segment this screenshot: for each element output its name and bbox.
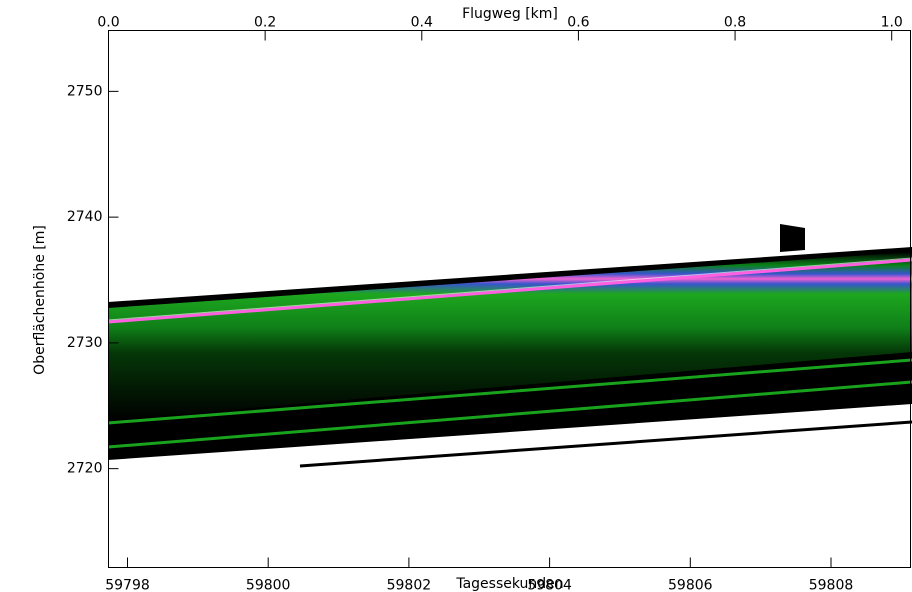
- x2-tick-label: 0.2: [254, 15, 276, 31]
- x-tick-label: 59798: [105, 578, 150, 592]
- y-tick-label: 2750: [67, 83, 103, 99]
- x-tick-label: 59808: [809, 578, 854, 592]
- x-tick-label: 59804: [527, 578, 572, 592]
- echogram: [107, 224, 912, 468]
- x2-tick-label: 0.8: [724, 15, 746, 31]
- x2-tick-label: 0.0: [97, 15, 119, 31]
- plot-frame: [108, 30, 911, 568]
- y-tick-label: 2730: [67, 335, 103, 351]
- x2-tick-label: 0.6: [567, 15, 589, 31]
- y-axis-title: Oberflächenhöhe [m]: [32, 225, 48, 375]
- y-tick-label: 2720: [67, 461, 103, 477]
- x2-tick-label: 1.0: [881, 15, 903, 31]
- x-tick-label: 59806: [668, 578, 713, 592]
- x-tick-label: 59802: [387, 578, 432, 592]
- x-tick-label: 59800: [246, 578, 291, 592]
- x2-tick-label: 0.4: [411, 15, 433, 31]
- x-axis-title: Tagessekunden: [455, 576, 563, 592]
- y-tick-label: 2740: [67, 209, 103, 225]
- top-axis-title: Flugweg [km]: [462, 6, 558, 22]
